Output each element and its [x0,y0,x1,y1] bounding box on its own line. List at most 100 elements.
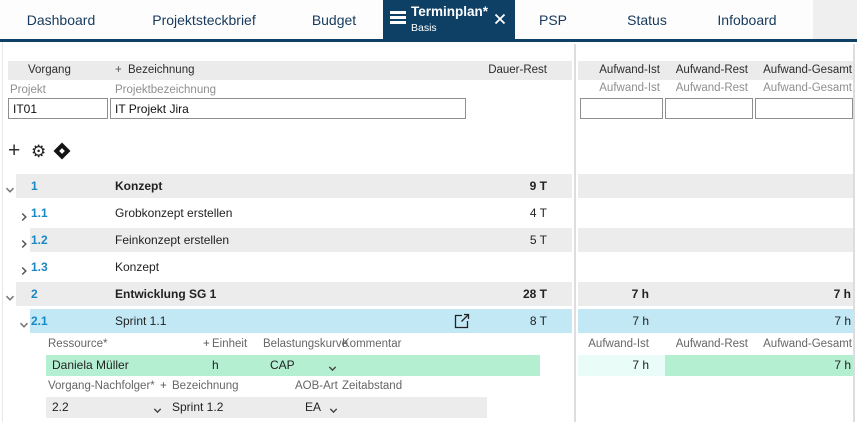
tab-status[interactable]: Status [617,0,677,39]
tab-label: Budget [311,11,357,28]
col-aufwand-gesamt[interactable]: Aufwand-Gesamt [763,64,852,76]
successor-id: 2.2 [52,400,69,414]
col-aufwand-ist[interactable]: Aufwand-Ist [599,64,660,76]
tab-dashboard[interactable]: Dashboard [20,0,102,39]
tab-terminplan-active[interactable]: Terminplan* Basis [383,0,515,39]
tab-subtitle: Basis [411,22,437,34]
row-bezeichnung: Konzept [115,179,163,193]
row-bezeichnung: Konzept [115,260,160,274]
chevron-right-icon[interactable] [18,207,30,222]
row-number: 2 [31,287,38,301]
project-bezeichnung-label: Projektbezeichnung [115,84,217,96]
add-resource-column-icon[interactable]: + [203,338,210,350]
col-bezeichnung[interactable]: Bezeichnung [128,64,195,76]
col-res-aufwand-gesamt[interactable]: Aufwand-Gesamt [763,338,852,350]
column-header-right: Aufwand-Ist Aufwand-Rest Aufwand-Gesamt [578,61,853,80]
add-row-icon[interactable]: + [8,139,21,162]
table-row-1-2[interactable]: 1.2 Feinkonzept erstellen 5 T [0,228,857,252]
chevron-right-icon[interactable] [18,261,30,276]
successor-dropdown-icon[interactable] [152,402,163,413]
project-aufwand-ist-label: Aufwand-Ist [599,82,660,94]
row-bezeichnung: Sprint 1.1 [115,314,167,328]
tab-bar-filler [813,0,857,39]
row-aufwand-gesamt: 7 h [833,287,851,301]
col-zeitabstand[interactable]: Zeitabstand [342,380,403,392]
col-einheit[interactable]: Einheit [212,338,248,350]
tab-projektsteckbrief[interactable]: Projektsteckbrief [139,0,269,39]
successor-header-row: Vorgang-Nachfolger* + Bezeichnung AOB-Ar… [0,376,857,397]
menu-icon[interactable] [390,11,406,25]
tab-label: Terminplan* [411,4,489,19]
project-aufwand-gesamt-input[interactable] [755,98,853,119]
resource-belastungskurve: CAP [270,358,295,372]
chevron-right-icon[interactable] [18,234,30,249]
settings-gear-icon[interactable]: ⚙ [31,142,47,162]
row-dauer-rest: 28 T [522,287,547,301]
column-header-left: Vorgang + Bezeichnung Dauer-Rest [8,61,572,80]
left-border [2,42,3,422]
col-kommentar[interactable]: Kommentar [342,338,402,350]
tab-budget[interactable]: Budget [299,0,369,39]
add-successor-column-icon[interactable]: + [160,380,167,392]
col-vorgang-nachfolger[interactable]: Vorgang-Nachfolger* [48,380,155,392]
belastungskurve-dropdown-icon[interactable] [327,360,338,371]
row-bezeichnung: Grobkonzept erstellen [115,206,233,220]
row-aufwand-ist: 7 h [632,314,649,328]
tab-label: PSP [538,11,567,28]
successor-bezeichnung: Sprint 1.2 [172,400,224,414]
col-vorgang[interactable]: Vorgang [28,64,71,76]
col-res-aufwand-ist[interactable]: Aufwand-Ist [588,338,649,350]
successor-aob-art: EA [305,400,322,414]
col-aob-art[interactable]: AOB-Art [295,380,338,392]
col-successor-bezeichnung[interactable]: Bezeichnung [172,380,239,392]
open-detail-icon[interactable] [452,311,472,331]
row-number: 1.2 [31,233,48,247]
resource-name: Daniela Müller [52,358,129,372]
chevron-down-icon[interactable] [18,315,30,328]
close-icon[interactable] [494,12,506,25]
right-border [853,44,855,422]
resource-aufwand-ist: 7 h [632,358,649,372]
row-number: 1.1 [31,206,48,220]
col-belastungskurve[interactable]: Belastungskurve [263,338,349,350]
tab-bar: Dashboard Projektsteckbrief Budget PSP S… [0,0,857,39]
col-ressource[interactable]: Ressource* [48,338,108,350]
row-aufwand-gesamt: 7 h [834,314,851,328]
tab-infoboard[interactable]: Infoboard [707,0,787,39]
project-name-input[interactable] [110,98,466,119]
project-aufwand-rest-input[interactable] [665,98,753,119]
aob-art-dropdown-icon[interactable] [328,402,339,413]
tab-label: Dashboard [26,11,96,28]
table-row-1[interactable]: 1 Konzept 9 T [0,174,857,198]
chevron-down-icon[interactable] [4,180,16,193]
terminplan-grid: Vorgang + Bezeichnung Dauer-Rest Aufwand… [0,42,857,422]
row-bezeichnung: Entwicklung SG 1 [115,287,217,301]
resource-aufwand-gesamt: 7 h [834,358,851,372]
tab-label: Status [627,11,667,28]
add-column-icon[interactable]: + [115,64,122,76]
row-number: 1.3 [31,260,48,274]
project-row-label: Projekt [10,84,46,96]
chevron-down-icon[interactable] [4,288,16,301]
col-aufwand-rest[interactable]: Aufwand-Rest [675,64,748,76]
resource-einheit: h [212,358,219,372]
project-aufwand-ist-input[interactable] [580,98,663,119]
tab-psp[interactable]: PSP [523,0,583,39]
resource-row[interactable]: Daniela Müller h CAP 7 h 7 h [0,355,857,376]
successor-row[interactable]: 2.2 Sprint 1.2 EA [0,397,857,418]
row-number: 1 [31,179,38,193]
resource-header-row: Ressource* + Einheit Belastungskurve Kom… [0,334,857,355]
col-res-aufwand-rest[interactable]: Aufwand-Rest [675,338,748,350]
col-dauer-rest[interactable]: Dauer-Rest [488,64,547,76]
table-row-1-3[interactable]: 1.3 Konzept [0,255,857,279]
project-id-input[interactable] [8,98,108,119]
project-aufwand-gesamt-label: Aufwand-Gesamt [763,82,852,94]
diamond-icon[interactable] [53,142,71,160]
pane-divider[interactable] [574,44,576,422]
table-row-2[interactable]: 2 Entwicklung SG 1 28 T 7 h 7 h [0,282,857,306]
table-row-2-1-selected[interactable]: 2.1 Sprint 1.1 8 T 7 h 7 h [0,309,857,333]
row-dauer-rest: 5 T [529,233,547,247]
table-row-1-1[interactable]: 1.1 Grobkonzept erstellen 4 T [0,201,857,225]
row-dauer-rest: 9 T [529,179,547,193]
